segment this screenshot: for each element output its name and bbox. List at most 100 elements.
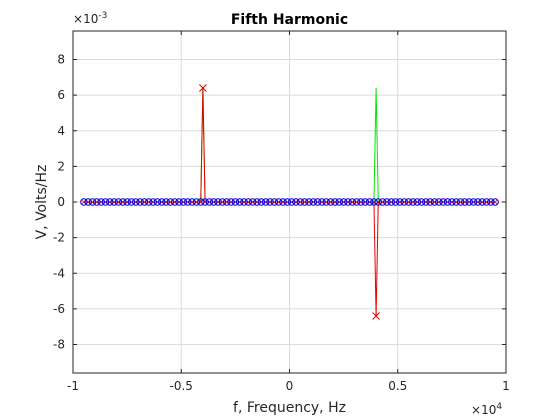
data-point-circle	[361, 198, 369, 206]
x-axis-label: f, Frequency, Hz	[233, 400, 346, 416]
data-point-circle	[300, 198, 309, 206]
data-point-circle	[231, 198, 240, 206]
data-point-circle	[352, 198, 361, 206]
data-point-circle	[443, 198, 452, 206]
x-multiplier: ×104	[471, 402, 502, 417]
x-tick-label: 1	[502, 379, 510, 393]
data-point-circle	[474, 198, 482, 206]
data-point-circle	[344, 198, 352, 206]
data-point-circle	[365, 198, 374, 206]
data-point-circle	[93, 198, 101, 206]
x-multiplier-times: ×	[471, 403, 481, 417]
data-point-circle	[279, 198, 287, 206]
data-point-circle	[387, 198, 395, 206]
data-point-circle	[469, 198, 478, 206]
x-multiplier-exp: 4	[496, 402, 502, 412]
data-point-circle	[400, 198, 408, 206]
data-point-circle	[287, 198, 296, 206]
y-multiplier-exp: -3	[98, 11, 107, 21]
series-red-line	[83, 87, 496, 317]
data-point-circle	[322, 198, 331, 206]
data-point-circle	[326, 198, 335, 206]
data-point-circle	[461, 198, 469, 206]
x-tick-label: 0.5	[388, 379, 407, 393]
data-point-circle	[101, 198, 110, 206]
data-point-x-marker	[199, 84, 207, 92]
data-point-circle	[378, 198, 387, 206]
data-point-circle	[465, 198, 473, 206]
data-point-circle	[110, 198, 118, 206]
data-point-circle	[136, 198, 144, 206]
data-point-circle	[261, 198, 270, 206]
data-point-circle	[106, 198, 114, 206]
data-point-circle	[383, 198, 391, 206]
data-point-circle	[197, 198, 205, 206]
data-point-circle	[179, 198, 188, 206]
data-point-circle	[166, 198, 175, 206]
data-point-circle	[487, 198, 495, 206]
data-point-circle	[448, 198, 456, 206]
chart-title: Fifth Harmonic	[231, 12, 348, 28]
data-point-circle	[270, 198, 279, 206]
data-point-circle	[309, 198, 318, 206]
data-point-circle	[413, 198, 421, 206]
data-point-circle	[482, 198, 491, 206]
data-point-circle	[318, 198, 326, 206]
data-point-circle	[236, 198, 244, 206]
data-point-circle	[266, 198, 274, 206]
data-point-circle	[244, 198, 253, 206]
x-tick-label: -1	[67, 379, 79, 393]
y-axis-label: V, Volts/Hz	[34, 165, 50, 240]
data-point-circle	[114, 198, 123, 206]
data-point-circle	[426, 198, 434, 206]
data-point-circle	[132, 198, 140, 206]
data-point-circle	[435, 198, 443, 206]
data-point-circle	[370, 198, 378, 206]
data-point-circle	[456, 198, 465, 206]
data-point-circle	[127, 198, 136, 206]
data-point-circle	[491, 198, 499, 206]
svg-text:×10-3: ×10-3	[73, 11, 107, 26]
data-point-circle	[391, 198, 400, 206]
y-tick-label: 0	[57, 195, 65, 209]
data-point-circle	[257, 198, 266, 206]
data-point-circle	[80, 198, 88, 206]
data-point-circle	[283, 198, 292, 206]
data-point-circle	[331, 198, 339, 206]
data-point-circle	[396, 198, 404, 206]
data-point-circle	[214, 198, 222, 206]
data-point-circle	[205, 198, 214, 206]
data-point-x-marker	[372, 312, 380, 320]
data-point-circle	[158, 198, 166, 206]
data-point-circle	[97, 198, 105, 206]
data-point-circle	[313, 198, 322, 206]
data-point-circle	[140, 198, 149, 206]
data-point-circle	[409, 198, 417, 206]
data-point-circle	[188, 198, 196, 206]
data-point-circle	[84, 198, 92, 206]
y-tick-label: 6	[57, 88, 65, 102]
y-tick-label: -8	[53, 338, 65, 352]
data-point-circle	[339, 198, 348, 206]
data-point-circle	[439, 198, 447, 206]
data-point-circle	[192, 198, 201, 206]
data-point-circle	[149, 198, 157, 206]
data-point-circle	[248, 198, 257, 206]
data-point-circle	[145, 198, 153, 206]
data-point-circle	[88, 198, 97, 206]
data-point-circle	[119, 198, 127, 206]
data-point-circle	[305, 198, 313, 206]
y-tick-label: -4	[53, 266, 65, 280]
y-multiplier: ×10-3	[73, 11, 107, 26]
data-point-circle	[404, 198, 413, 206]
data-point-circle	[253, 198, 261, 206]
tick-layer: -1 -0.5 0 0.5 1 -8 -6 -4 -2 0 2 4 6 8	[53, 31, 510, 393]
y-tick-label: 4	[57, 124, 65, 138]
y-multiplier-base: 10	[83, 12, 98, 26]
series-layer	[80, 84, 499, 320]
x-tick-label: -0.5	[170, 379, 193, 393]
y-tick-label: 8	[57, 53, 65, 67]
data-point-circle	[218, 198, 227, 206]
data-point-circle	[171, 198, 179, 206]
data-point-circle	[240, 198, 248, 206]
